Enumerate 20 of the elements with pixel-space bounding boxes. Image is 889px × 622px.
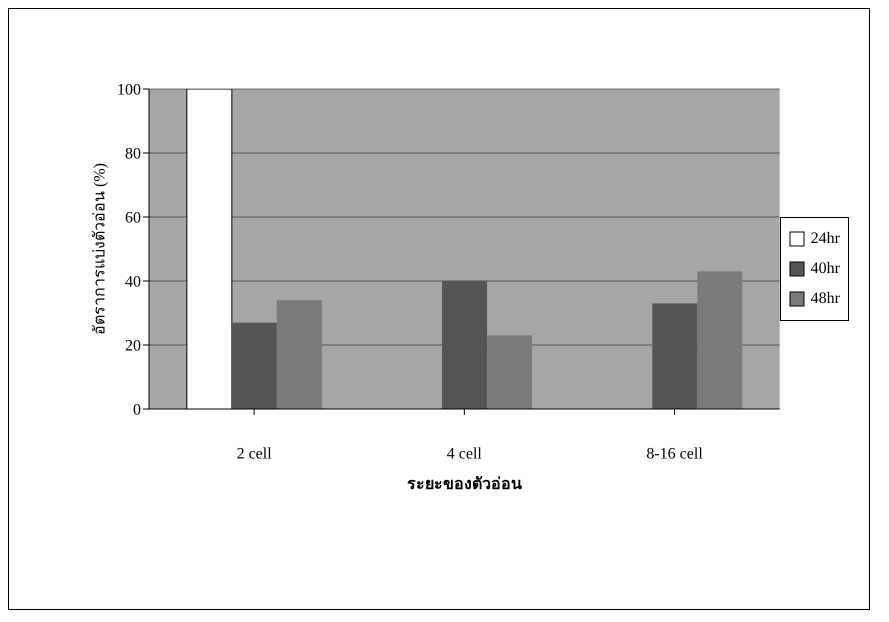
bar bbox=[442, 281, 488, 409]
y-tick-label: 20 bbox=[125, 338, 141, 355]
x-tick-label: 8-16 cell bbox=[646, 445, 704, 462]
x-tick-label: 2 cell bbox=[236, 445, 272, 462]
y-tick-label: 80 bbox=[125, 146, 141, 163]
legend-label: 24hr bbox=[810, 229, 840, 249]
legend-label: 40hr bbox=[810, 259, 840, 279]
legend-label: 48hr bbox=[810, 289, 840, 309]
y-tick-label: 60 bbox=[125, 210, 141, 227]
x-tick-label: 4 cell bbox=[446, 445, 482, 462]
y-tick-label: 0 bbox=[133, 402, 141, 419]
bar bbox=[487, 335, 532, 409]
y-tick-label: 100 bbox=[117, 82, 141, 99]
bar bbox=[232, 322, 277, 409]
y-axis-title: อัตราการแบ่งตัวอ่อน (%) bbox=[92, 163, 109, 335]
x-axis-title: ระยะของตัวอ่อน bbox=[406, 475, 522, 493]
y-tick-label: 40 bbox=[125, 274, 141, 291]
bar bbox=[276, 300, 322, 409]
bar bbox=[697, 271, 742, 409]
bar bbox=[652, 303, 698, 409]
